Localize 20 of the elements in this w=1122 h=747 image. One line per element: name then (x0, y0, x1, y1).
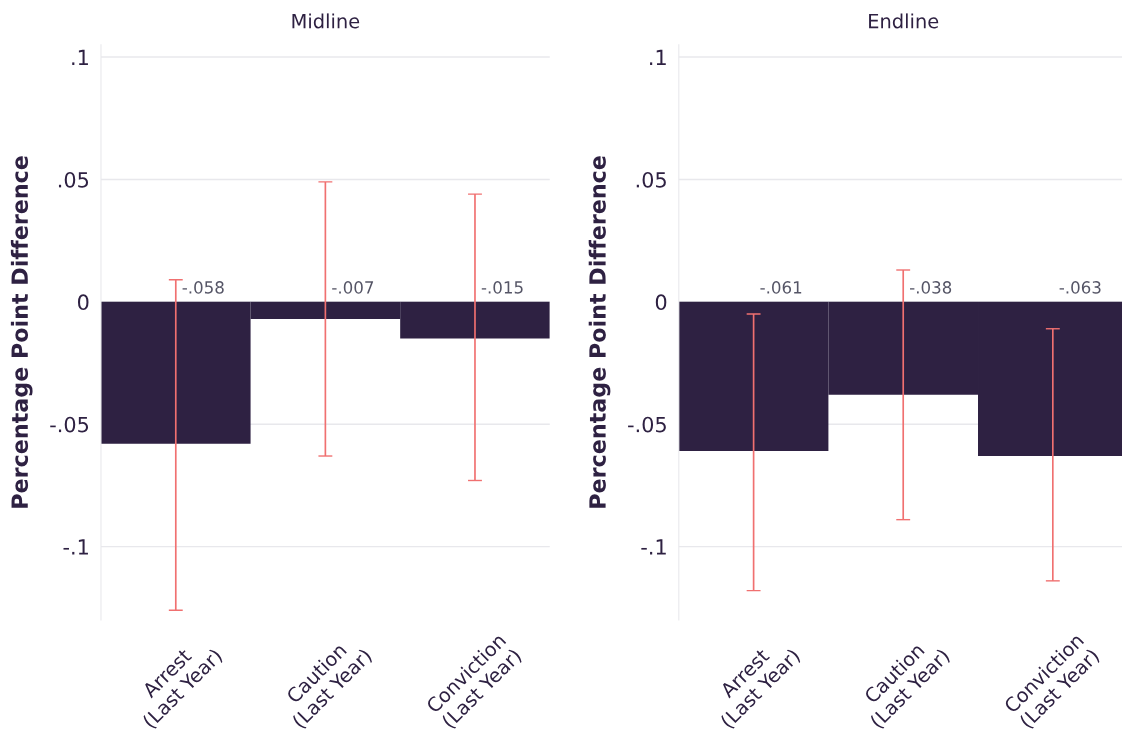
y-axis-title: Percentage Point Difference (588, 156, 611, 508)
y-tick-label: -.1 (641, 539, 666, 555)
y-tick-label: 0 (77, 294, 89, 311)
data-label: -.061 (760, 281, 802, 294)
data-label: -.063 (1059, 281, 1101, 294)
y-tick-label: -.05 (50, 416, 89, 433)
data-label: -.007 (332, 281, 374, 294)
data-label: -.015 (481, 281, 523, 294)
data-label: -.058 (182, 281, 224, 294)
y-tick-label: -.1 (63, 539, 88, 555)
y-tick-label: .05 (58, 171, 89, 188)
y-tick-label: 0 (655, 294, 667, 311)
data-label: -.038 (910, 281, 952, 294)
y-tick-label: .1 (72, 49, 88, 65)
y-tick-label: .05 (636, 171, 666, 188)
y-tick-label: .1 (650, 49, 666, 65)
chart-title: Endline (869, 13, 939, 29)
y-tick-label: -.05 (628, 416, 666, 433)
chart-title: Midline (292, 13, 360, 29)
y-axis-title: Percentage Point Difference (10, 156, 33, 508)
